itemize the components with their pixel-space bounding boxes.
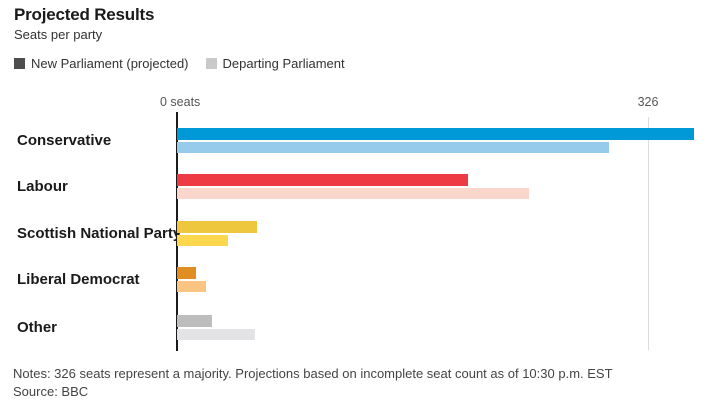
bar-new-parliament <box>177 315 212 327</box>
category-label-conservative: Conservative <box>17 132 112 149</box>
category-label-liberal-democrat: Liberal Democrat <box>17 271 140 288</box>
plot-area: Conservative Labour Scottish National Part… <box>0 112 724 351</box>
bar-departing-parliament <box>177 235 228 246</box>
bar-departing-parliament <box>177 142 609 153</box>
bar-new-parliament <box>177 174 468 186</box>
chart-source: Source: BBC <box>13 384 89 399</box>
legend-item-new-parliament: New Parliament (projected) <box>14 56 189 71</box>
chart-subtitle: Seats per party <box>14 27 103 42</box>
majority-gridline <box>648 117 649 350</box>
axis-tick-zero: 0 seats <box>160 95 201 109</box>
axis-tick-majority: 326 <box>637 95 659 109</box>
departing-parliament-swatch-icon <box>205 58 217 69</box>
bar-new-parliament <box>177 267 196 279</box>
bar-departing-parliament <box>177 188 529 199</box>
bar-new-parliament <box>177 221 257 233</box>
category-label-scottish-national-party: Scottish National Party <box>17 225 182 242</box>
category-label-other: Other <box>17 319 58 336</box>
legend: New Parliament (projected) Departing Par… <box>14 56 345 71</box>
bar-departing-parliament <box>177 329 256 340</box>
chart-notes: Notes: 326 seats represent a majority. P… <box>13 366 613 381</box>
legend-item-departing-parliament: Departing Parliament <box>205 56 345 71</box>
bar-departing-parliament <box>177 281 206 292</box>
new-parliament-swatch-icon <box>14 58 25 69</box>
bar-new-parliament <box>177 128 694 140</box>
category-label-labour: Labour <box>17 178 68 195</box>
legend-label: Departing Parliament <box>222 56 345 71</box>
legend-label: New Parliament (projected) <box>31 56 189 71</box>
chart-title: Projected Results <box>14 5 155 24</box>
